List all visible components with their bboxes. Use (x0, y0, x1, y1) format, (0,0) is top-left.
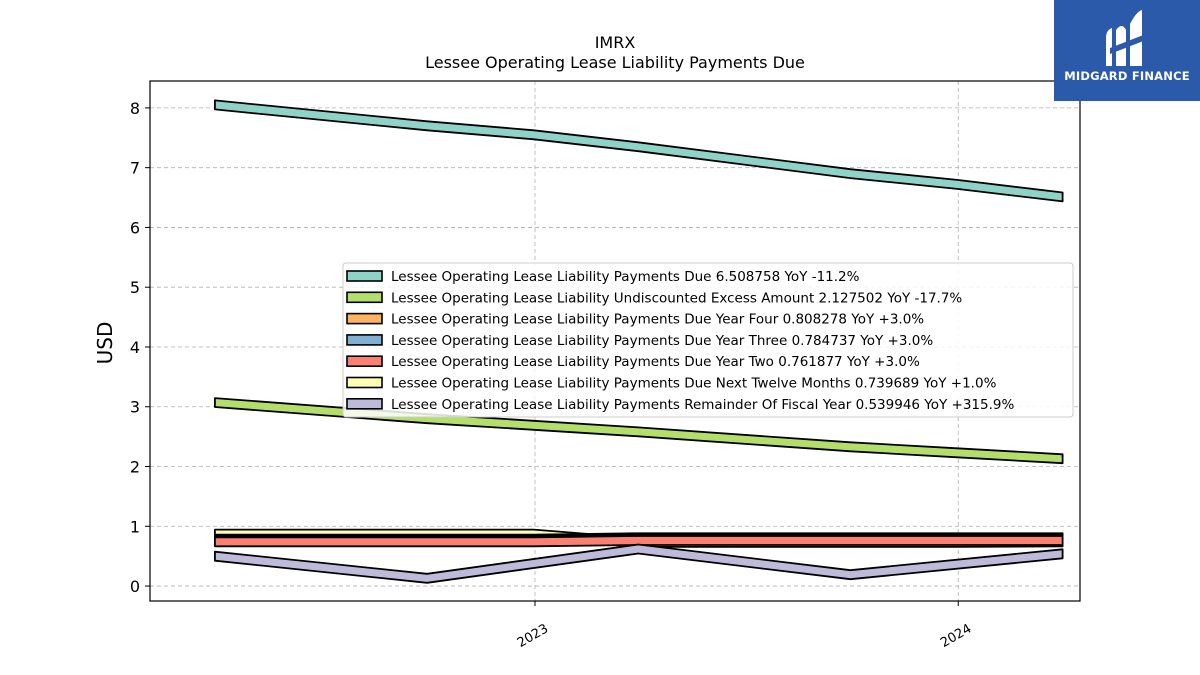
y-tick-label: 0 (130, 577, 140, 596)
y-tick-label: 1 (130, 517, 140, 536)
y-tick-label: 2 (130, 458, 140, 477)
legend-entry-label: Lessee Operating Lease Liability Payment… (391, 269, 860, 285)
y-tick-label: 6 (130, 218, 140, 237)
y-axis-label: USD (93, 322, 117, 365)
y-tick-label: 8 (130, 99, 140, 118)
legend-swatch (346, 355, 383, 368)
legend-swatch (346, 291, 383, 304)
logo-text: MIDGARD FINANCE (1064, 69, 1190, 83)
legend-entry-label: Lessee Operating Lease Liability Payment… (391, 397, 1014, 413)
legend-entry-label: Lessee Operating Lease Liability Payment… (391, 354, 920, 370)
logo-mark-icon (1106, 10, 1146, 66)
legend-swatch (346, 270, 383, 282)
legend-swatch (346, 334, 383, 346)
legend-swatch (346, 376, 383, 389)
x-tick-label: 2023 (515, 621, 551, 651)
legend-entry-label: Lessee Operating Lease Liability Payment… (391, 333, 933, 349)
legend-swatch (346, 312, 383, 325)
series-band-1 (214, 99, 1064, 203)
y-tick-label: 5 (130, 278, 140, 297)
y-tick-label: 7 (130, 159, 140, 178)
legend-box (342, 262, 1074, 418)
x-tick-label: 2024 (938, 621, 974, 651)
series-band-7 (214, 543, 1064, 584)
y-tick-label: 4 (130, 338, 140, 357)
chart-subtitle: Lessee Operating Lease Liability Payment… (425, 53, 805, 72)
series-band-5 (214, 535, 1064, 548)
legend-entry-label: Lessee Operating Lease Liability Payment… (391, 376, 997, 392)
legend-swatch (346, 397, 383, 410)
plot-frame (149, 80, 1081, 602)
legend-entry-label: Lessee Operating Lease Liability Undisco… (391, 290, 962, 306)
chart-title: IMRX (595, 33, 636, 52)
y-tick-label: 3 (130, 398, 140, 417)
midgard-finance-logo: MIDGARD FINANCE (1054, 0, 1200, 101)
legend: Lessee Operating Lease Liability Payment… (342, 262, 1074, 418)
legend-entry-label: Lessee Operating Lease Liability Payment… (391, 312, 924, 328)
